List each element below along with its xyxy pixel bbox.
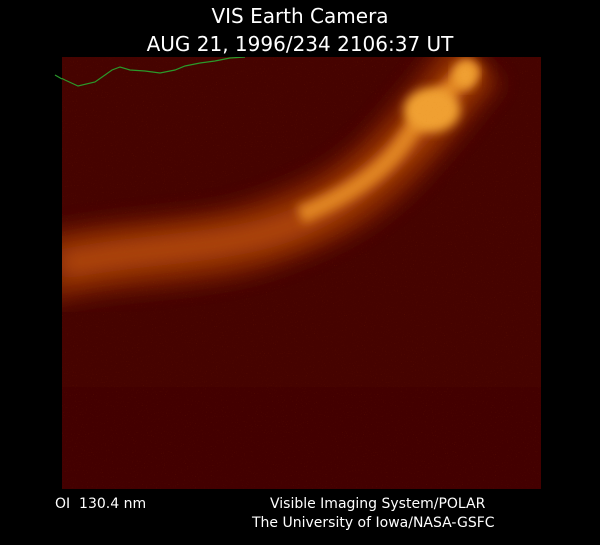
timestamp: AUG 21, 1996/234 2106:37 UT — [147, 32, 455, 56]
coastline — [62, 57, 246, 87]
title: VIS Earth Camera — [211, 4, 388, 28]
camera-image — [62, 57, 541, 489]
credit: The University of Iowa/NASA-GSFC — [251, 515, 495, 531]
instrument: Visible Imaging System/POLAR — [270, 496, 486, 512]
wavelength: OI 130.4 nm — [55, 496, 146, 512]
coastline-edge — [54, 74, 63, 80]
